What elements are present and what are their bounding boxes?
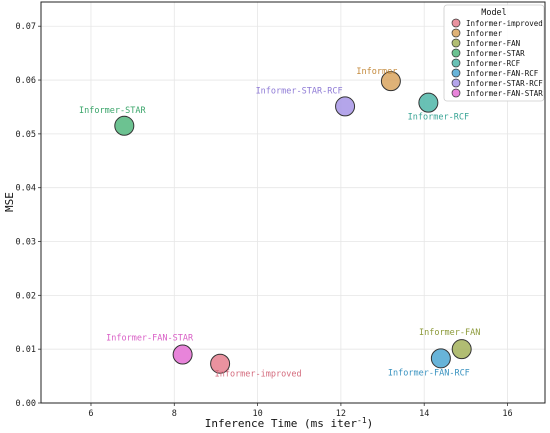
x-tick-label: 16: [502, 409, 512, 419]
data-point-informer-star-rcf: [335, 96, 356, 117]
legend-marker: [451, 28, 461, 38]
legend-marker: [451, 48, 461, 58]
data-point-informer-star: [114, 115, 135, 136]
x-tick-label: 8: [172, 409, 177, 419]
data-point-informer-fan-star: [172, 344, 193, 365]
data-label: Informer-RCF: [408, 113, 469, 123]
data-label: Informer: [356, 67, 397, 77]
x-tick-label: 6: [88, 409, 93, 419]
y-tick-label: 0.03: [16, 238, 36, 248]
x-tick-label: 14: [419, 409, 429, 419]
legend-entry: Informer-FAN: [466, 39, 520, 48]
y-tick-label: 0.01: [16, 345, 36, 355]
data-label: Informer-FAN-STAR: [106, 334, 194, 344]
x-tick-label: 10: [252, 409, 262, 419]
data-label: Informer-FAN-RCF: [388, 368, 470, 378]
data-point-informer-improved: [210, 353, 231, 374]
legend-marker: [451, 58, 461, 68]
legend-entry: Informer-FAN-RCF: [466, 69, 539, 78]
legend-entry: Informer: [466, 29, 503, 38]
y-tick-label: 0.07: [16, 22, 36, 32]
y-tick-label: 0.02: [16, 291, 36, 301]
plot-frame: [40, 1, 546, 404]
data-point-informer-rcf: [418, 92, 439, 113]
data-point-informer-fan-rcf: [430, 348, 451, 369]
y-tick-label: 0.00: [16, 399, 36, 409]
data-label: Informer-STAR-RCF: [256, 86, 343, 96]
data-label: Informer-FAN: [419, 328, 480, 338]
data-points: [114, 71, 472, 374]
x-axis-label: Inference Time (ms iter-1): [205, 416, 374, 430]
legend-marker: [451, 38, 461, 48]
legend-entry: Informer-STAR: [466, 49, 525, 58]
x-axis-label-superscript: -1: [357, 416, 367, 425]
y-tick-label: 0.06: [16, 76, 36, 86]
legend-entry: Informer-FAN-STAR: [466, 89, 543, 98]
legend: Model Informer-improvedInformerInformer-…: [443, 4, 545, 102]
x-tick-label: 12: [336, 409, 346, 419]
legend-marker: [451, 68, 461, 78]
legend-title: Model: [481, 8, 507, 18]
x-axis-label-suffix: ): [367, 417, 374, 430]
data-label: Informer-improved: [215, 370, 302, 380]
legend-marker: [451, 78, 461, 88]
y-axis-label: MSE: [3, 192, 16, 212]
legend-entry: Informer-improved: [466, 19, 543, 28]
y-tick-label: 0.04: [16, 184, 36, 194]
point-labels: Informer-improved Informer Informer-FAN Inf…: [79, 67, 480, 380]
y-tick-label: 0.05: [16, 130, 36, 140]
axes: 6 8 10 12 14 16 0.00 0.01 0.02 0.03 0.04 0.05 0.06 0.…: [16, 1, 546, 419]
data-point-informer: [380, 71, 401, 92]
grid: [41, 2, 545, 404]
legend-entry: Informer-RCF: [466, 59, 521, 68]
data-label: Informer-STAR: [79, 106, 146, 116]
data-point-informer-fan: [451, 339, 472, 360]
legend-marker: [451, 18, 461, 28]
legend-entry: Informer-STAR-RCF: [466, 79, 543, 88]
x-axis-label-main: Inference Time (ms iter: [205, 417, 358, 430]
legend-items: Informer-improvedInformerInformer-FANInf…: [451, 18, 543, 98]
legend-box: [443, 4, 545, 102]
legend-marker: [451, 88, 461, 98]
